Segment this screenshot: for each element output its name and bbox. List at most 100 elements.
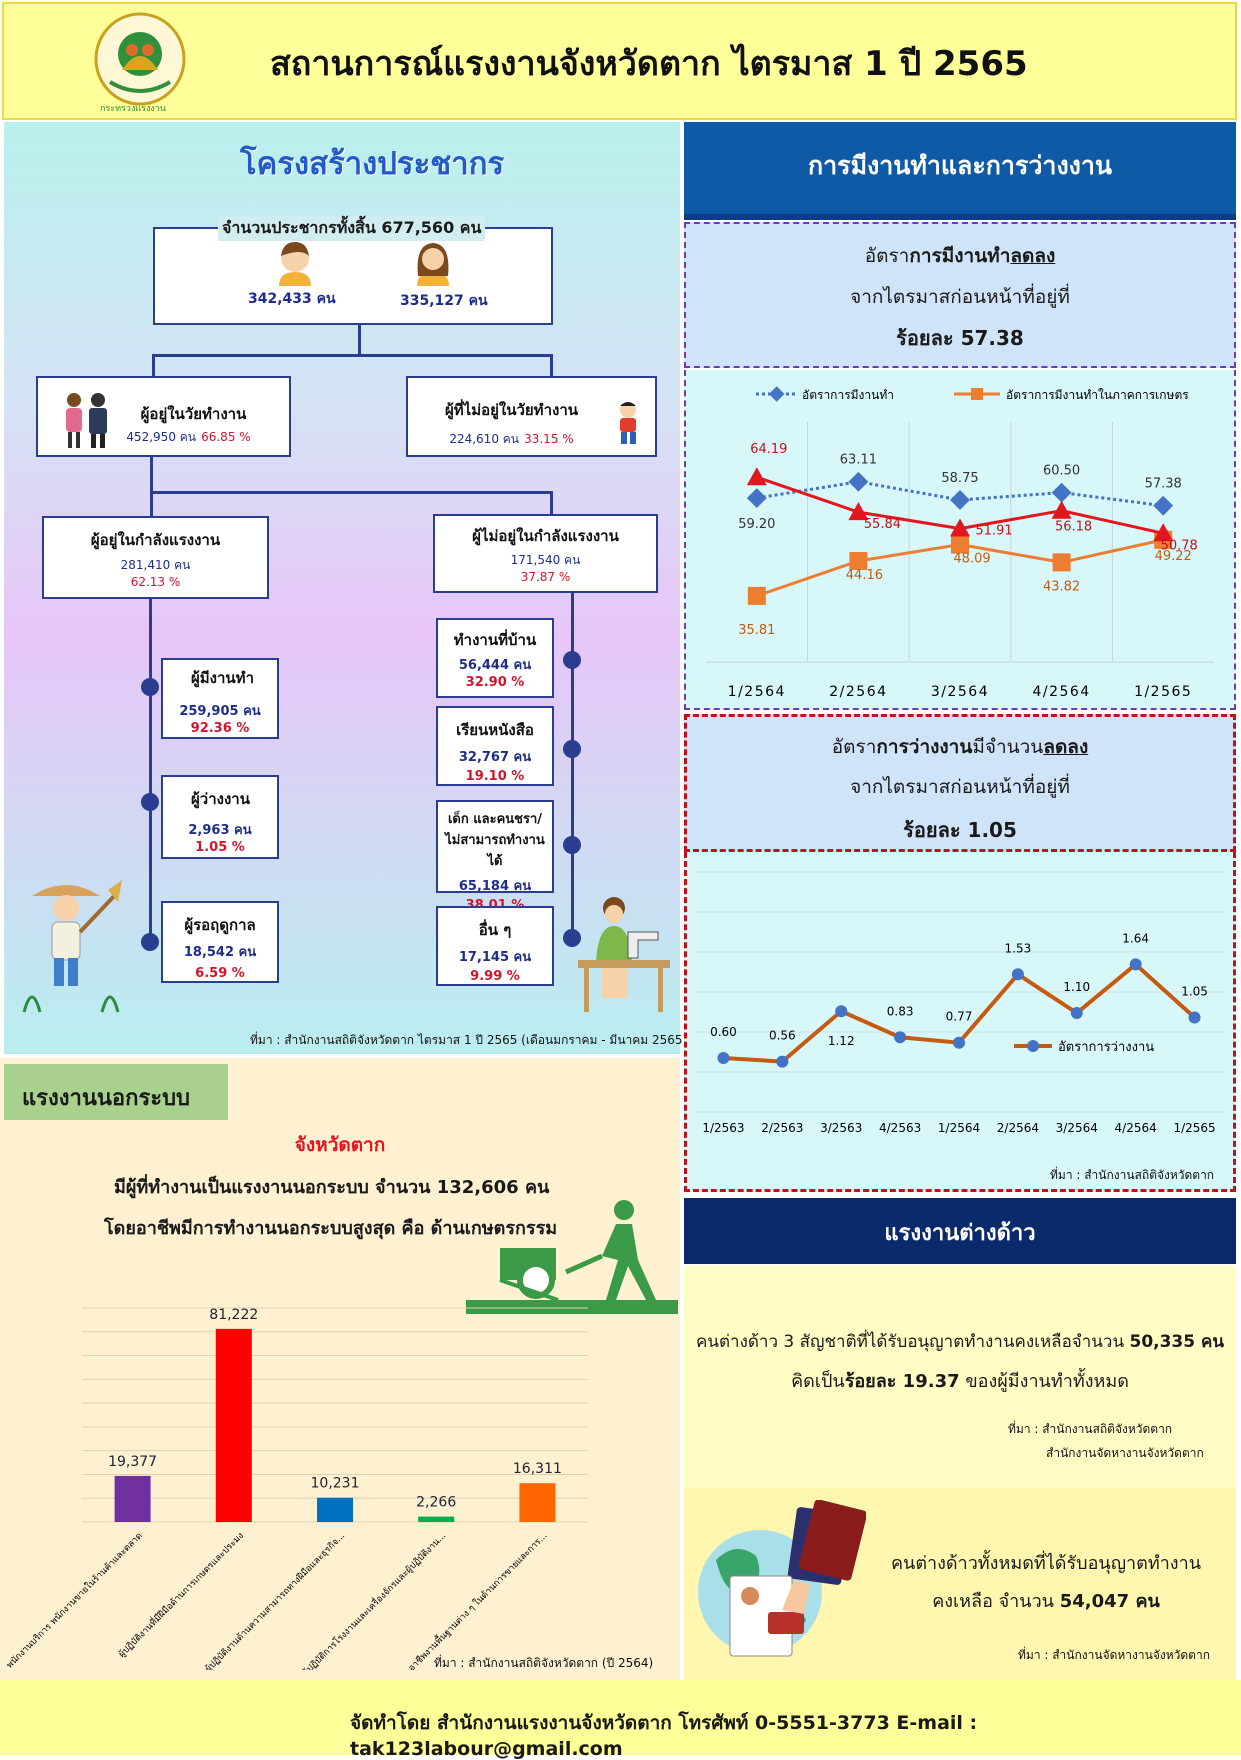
children-elderly-box: เด็ก และคนชรา/ ไม่สามารถทำงานได้ 65,184 … — [436, 800, 554, 913]
data-point-employment — [950, 490, 970, 510]
study-title: เรียนหนังสือ — [456, 721, 534, 739]
employment-info-box — [684, 222, 1236, 368]
data-label: 59.20 — [738, 517, 775, 532]
connector — [152, 354, 552, 357]
data-label: 55.84 — [864, 517, 901, 532]
study-count: 32,767 คน — [458, 750, 532, 765]
employment-line-2: จากไตรมาสก่อนหน้าที่อยู่ที่ — [850, 286, 1070, 308]
housework-count: 56,444 คน — [458, 658, 532, 673]
informal-heading: แรงงานนอกระบบ — [22, 1086, 191, 1111]
bullet-dot — [141, 793, 159, 811]
bullet-dot — [563, 836, 581, 854]
connector — [150, 457, 153, 517]
footer-text: จัดทำโดย สำนักงานแรงงานจังหวัดตาก โทรศัพ… — [350, 1712, 978, 1760]
seamstress-illustration — [578, 897, 670, 1012]
bullet-dot — [563, 740, 581, 758]
page-title: สถานการณ์แรงงานจังหวัดตาก ไตรมาส 1 ปี 25… — [270, 44, 1028, 84]
data-point-agri — [849, 551, 868, 570]
x-tick-label: 1/2565 — [1134, 684, 1192, 700]
foreign-source-1: ที่มา : สำนักงานสถิติจังหวัดตาก — [1008, 1422, 1173, 1436]
connector — [152, 354, 155, 378]
labor-force-pct: 62.13 % — [130, 575, 181, 589]
data-label: 1.53 — [1005, 941, 1032, 955]
unemployment-source: ที่มา : สำนักงานสถิติจังหวัดตาก — [1050, 1168, 1215, 1182]
informal-line-1: มีผู้ที่ทำงานเป็นแรงงานนอกระบบ จำนวน 132… — [114, 1177, 550, 1198]
other-pct: 9.99 % — [470, 969, 520, 984]
labor-force-title: ผู้อยู่ในกำลังแรงงาน — [90, 531, 221, 549]
unemployment-line-1: อัตราการว่างงานมีจำนวนลดลง — [831, 736, 1089, 758]
data-label: 1.10 — [1063, 980, 1090, 994]
foreign-source-2: สำนักงานจัดหางานจังหวัดตาก — [1046, 1446, 1204, 1460]
office-workers-icon — [66, 393, 107, 448]
non-working-age-box: ผู้ที่ไม่อยู่ในวัยทำงาน 224,610 คน 33.15… — [406, 376, 657, 457]
data-point-agri — [951, 535, 969, 554]
data-point-red — [746, 467, 767, 486]
data-label: 56.18 — [1055, 520, 1092, 535]
employed-count: 259,905 คน — [179, 704, 261, 719]
not-labor-force-box: ผู้ไม่อยู่ในกำลังแรงงาน 171,540 คน 37.87… — [433, 514, 658, 593]
data-point — [776, 1055, 789, 1068]
informal-province: จังหวัดตาก — [294, 1134, 386, 1156]
x-tick-label: 1/2564 — [728, 684, 786, 700]
data-point — [953, 1036, 965, 1049]
bar — [418, 1516, 455, 1522]
data-point — [894, 1031, 907, 1044]
data-label: 0.77 — [946, 1010, 973, 1024]
other-count: 17,145 คน — [458, 950, 532, 965]
non-working-age-pct: 33.15 % — [524, 432, 574, 446]
male-count: 342,433 คน — [248, 291, 336, 307]
bullet-dot — [141, 678, 159, 696]
population-source: ที่มา : สำนักงานสถิติจังหวัดตาก ไตรมาส 1… — [250, 1033, 688, 1047]
unemployed-box: ผู้ว่างงาน 2,963 คน 1.05 % — [161, 775, 279, 859]
foreign-line-2: คิดเป็นร้อยละ 19.37 ของผู้มีงานทำทั้งหมด — [791, 1371, 1129, 1392]
farmer-illustration — [22, 880, 122, 1013]
data-point-agri — [1052, 553, 1071, 572]
bar — [215, 1328, 252, 1522]
data-point — [717, 1052, 730, 1064]
foreign-total-1: คนต่างด้าวทั้งหมดที่ได้รับอนุญาตทำงาน — [890, 1553, 1202, 1574]
tractor-farmer-icon — [466, 1200, 678, 1314]
data-point-agri — [747, 586, 766, 605]
data-label: 63.11 — [840, 453, 877, 468]
legend-label-employment: อัตราการมีงานทำ — [802, 388, 894, 402]
foreign-header — [684, 1198, 1236, 1264]
bullet-dot — [563, 929, 581, 947]
informal-heading-bg — [4, 1064, 228, 1120]
data-label: 0.83 — [887, 1004, 914, 1018]
unemployed-count: 2,963 คน — [188, 823, 252, 838]
legend-marker-employment — [768, 386, 785, 402]
footer — [0, 1680, 1241, 1755]
employed-title: ผู้มีงานทำ — [191, 669, 254, 687]
data-point — [1188, 1011, 1201, 1024]
data-label: 1.12 — [828, 1034, 855, 1048]
connector — [550, 491, 553, 517]
x-tick-label: 2/2564 — [829, 684, 887, 700]
study-box: เรียนหนังสือ 32,767 คน 19.10 % — [436, 706, 554, 786]
data-label: 58.75 — [941, 471, 978, 486]
passport-icon — [698, 1500, 866, 1657]
data-point — [1070, 1007, 1083, 1019]
employment-line-chart: 1/2564 2/2564 3/2564 4/2564 1/2565 อัตราการมี… — [706, 386, 1214, 700]
ministry-logo — [94, 12, 186, 106]
connector — [550, 354, 553, 378]
total-population-box — [153, 227, 553, 325]
informal-panel — [0, 1058, 680, 1680]
data-point-employment — [848, 471, 869, 492]
connector — [149, 599, 152, 943]
not-labor-force-title: ผู้ไม่อยู่ในกำลังแรงงาน — [472, 527, 619, 545]
foreign-line-1: คนต่างด้าว 3 สัญชาติที่ได้รับอนุญาตทำงาน… — [696, 1332, 1224, 1352]
not-labor-force-pct: 37.87 % — [520, 570, 571, 584]
housework-pct: 32.90 % — [465, 675, 525, 690]
foreign-source-3: ที่มา : สำนักงานจัดหางานจังหวัดตาก — [1018, 1648, 1210, 1662]
data-point-employment — [1051, 482, 1072, 503]
other-box: อื่น ๆ 17,145 คน 9.99 % — [436, 906, 554, 986]
bar — [519, 1483, 556, 1522]
informal-source: ที่มา : สำนักงานสถิติจังหวัดตาก (ปี 2564… — [434, 1656, 654, 1670]
unemployment-info-box — [684, 714, 1236, 852]
seasonal-pct: 6.59 % — [195, 966, 245, 981]
legend-label-agri: อัตราการมีงานทำในภาคการเกษตร — [1006, 388, 1189, 402]
unemployed-pct: 1.05 % — [195, 840, 245, 855]
data-label: 0.60 — [710, 1025, 737, 1039]
bar — [317, 1497, 353, 1522]
